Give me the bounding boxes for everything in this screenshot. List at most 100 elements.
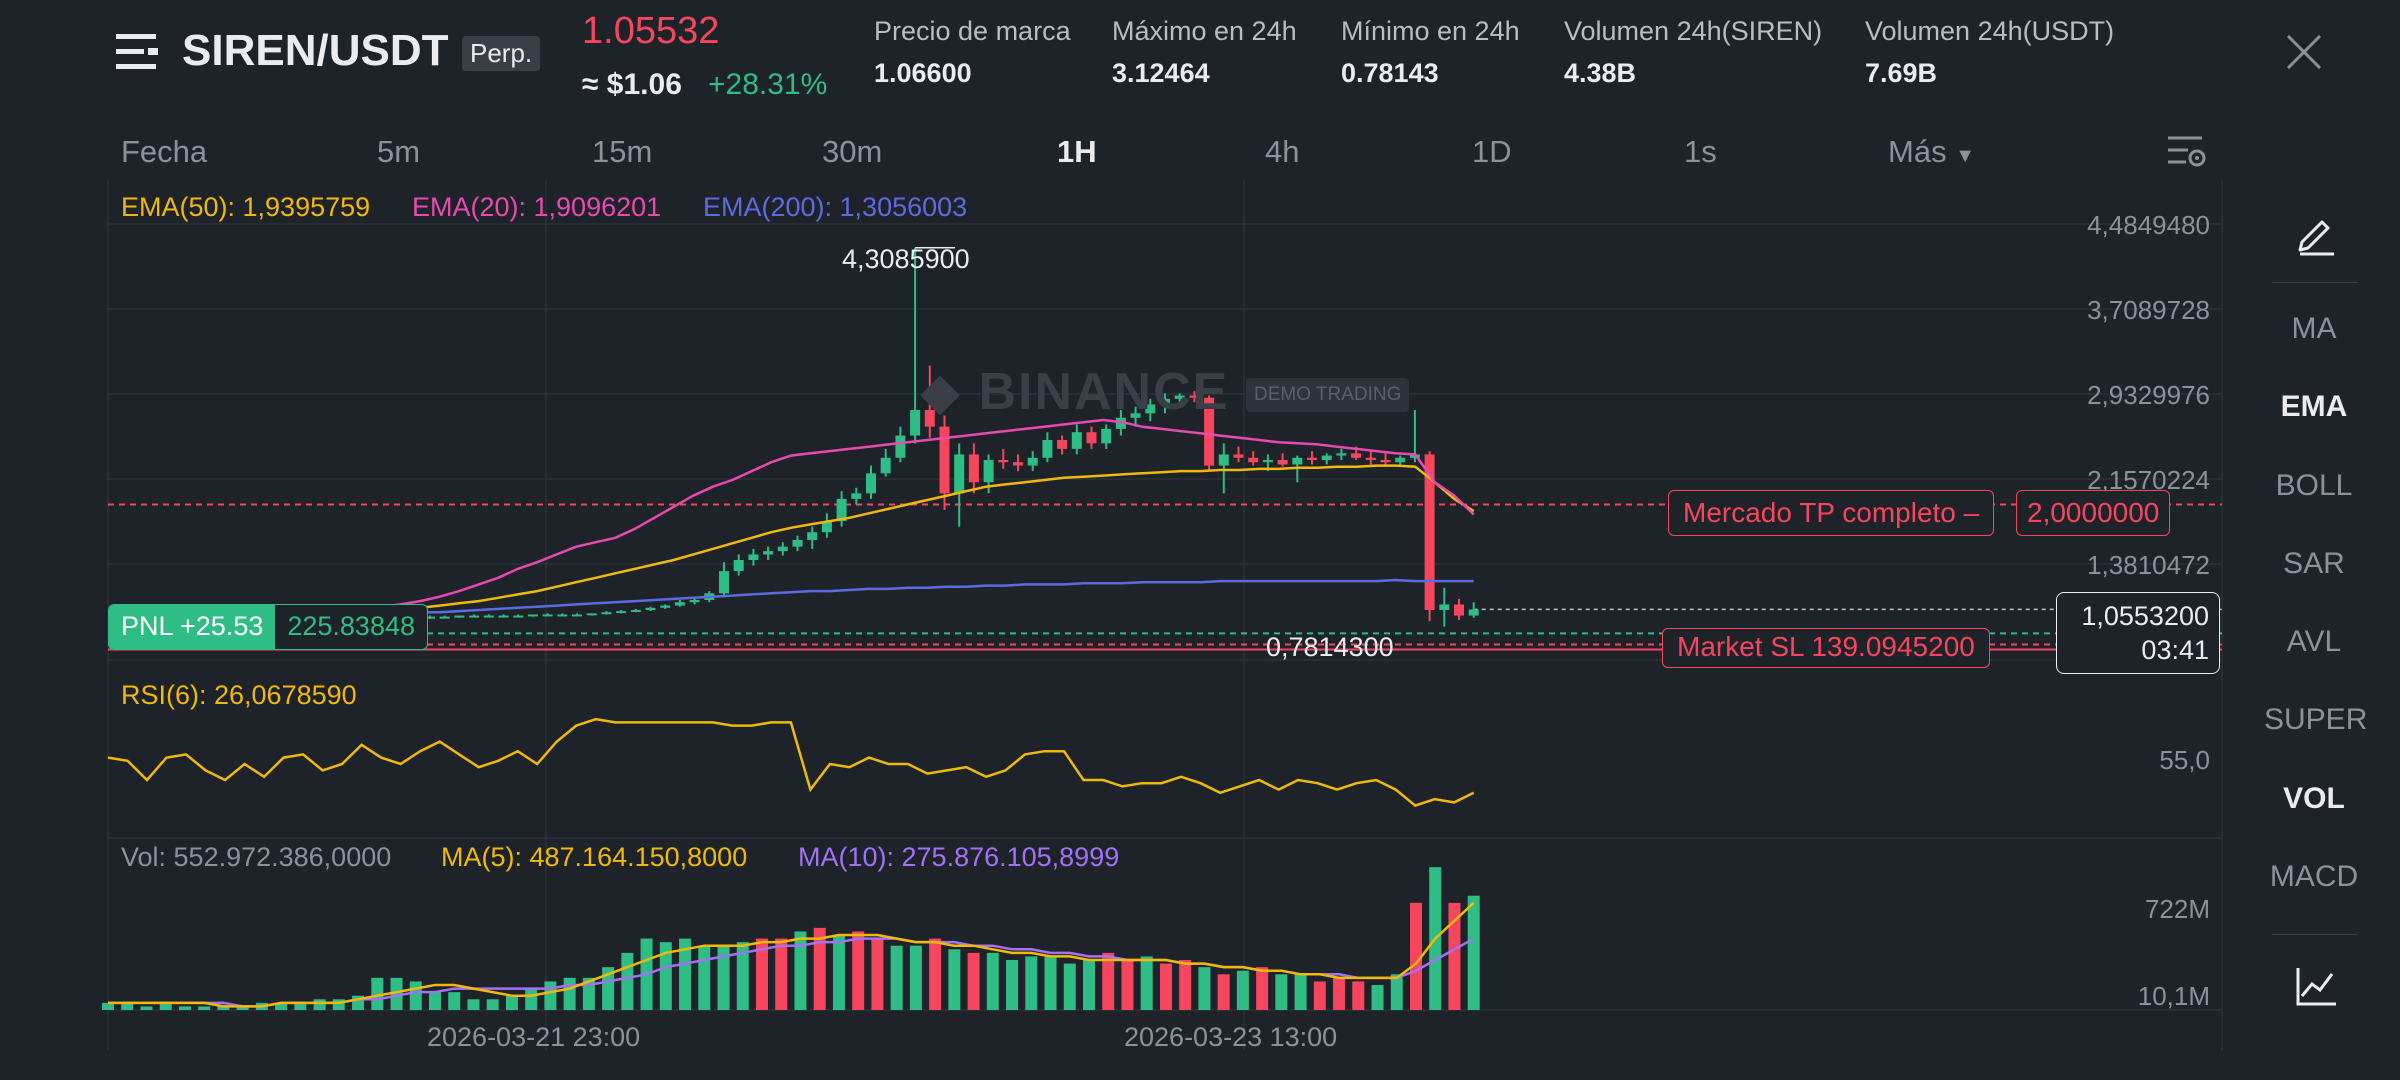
- candle: [821, 521, 832, 533]
- ema20-legend: EMA(20): 1,9096201: [412, 192, 662, 222]
- candle: [1380, 460, 1391, 463]
- candle: [895, 435, 906, 458]
- tab-4h[interactable]: 4h: [1265, 134, 1300, 169]
- tab-more[interactable]: Más ▼: [1888, 134, 1975, 170]
- candle: [748, 554, 759, 560]
- volume-bar: [1082, 960, 1095, 1010]
- tab-30m[interactable]: 30m: [822, 134, 883, 169]
- volume-bar: [717, 945, 730, 1010]
- demo-trading-badge: DEMO TRADING: [1246, 378, 1410, 412]
- volume-bar: [1217, 974, 1230, 1010]
- volume-bar: [1198, 967, 1211, 1010]
- volume-bar: [505, 995, 518, 1010]
- candle: [1439, 604, 1450, 610]
- candle: [439, 616, 450, 619]
- candle: [572, 614, 582, 617]
- volume-bar: [102, 1002, 114, 1010]
- volume-bar: [525, 988, 538, 1010]
- draw-pencil-icon[interactable]: [2294, 212, 2338, 256]
- position-pnl-tag[interactable]: PNL +25.53 225.83848: [108, 604, 428, 650]
- volume-base-value: 4.38B: [1564, 58, 1637, 88]
- volume-bar: [794, 931, 807, 1010]
- volume-bar: [217, 1006, 230, 1010]
- candle: [660, 605, 671, 608]
- candle: [1115, 417, 1126, 429]
- volume-bar: [775, 938, 788, 1010]
- high-24h-label: Máximo en 24h: [1112, 16, 1297, 46]
- volume-bar: [448, 992, 461, 1010]
- volume-bar: [390, 977, 403, 1010]
- tab-1h[interactable]: 1H: [1057, 134, 1097, 169]
- candle: [998, 460, 1009, 463]
- volume-bar: [140, 1006, 153, 1010]
- candle: [1365, 457, 1376, 460]
- volume-bar: [832, 935, 845, 1010]
- volume-bar: [1159, 963, 1172, 1010]
- volume-bar: [467, 999, 480, 1010]
- candle: [483, 615, 494, 618]
- volume-bar: [871, 938, 884, 1010]
- indicator-avl[interactable]: AVL: [2286, 625, 2342, 658]
- volume-bar: [1294, 974, 1307, 1010]
- volume-bar: [1006, 960, 1019, 1010]
- volume-bar: [1236, 970, 1249, 1010]
- take-profit-price-tag[interactable]: 2,0000000: [2016, 490, 2171, 536]
- pair-title[interactable]: SIREN/USDT: [182, 26, 449, 75]
- tab-15m[interactable]: 15m: [592, 134, 653, 169]
- price-axis-label: 2,9329976: [2087, 380, 2210, 410]
- volume-bar: [909, 945, 922, 1010]
- ema20-line: [108, 418, 1475, 617]
- indicator-ma[interactable]: MA: [2291, 312, 2337, 345]
- tab-1s[interactable]: 1s: [1684, 134, 1717, 169]
- volume-bar: [679, 938, 692, 1010]
- sidebar-divider: [2272, 282, 2358, 283]
- candle: [880, 457, 891, 474]
- menu-icon[interactable]: [116, 32, 162, 72]
- volume-bar: [486, 999, 499, 1010]
- candle: [557, 614, 568, 617]
- price-axis-label: 3,7089728: [2087, 295, 2210, 325]
- indicator-ema[interactable]: EMA: [2280, 390, 2348, 423]
- low-24h-value: 0.78143: [1341, 58, 1439, 88]
- indicator-super[interactable]: SUPER: [2264, 703, 2368, 736]
- volume-bar: [1390, 974, 1403, 1010]
- candle: [674, 602, 685, 606]
- rsi-line: [107, 717, 1475, 808]
- volume-bar: [544, 981, 557, 1010]
- volume-bar: [602, 967, 615, 1010]
- tab-fecha[interactable]: Fecha: [121, 134, 208, 169]
- take-profit-tag[interactable]: Mercado TP completo –: [1668, 490, 1995, 536]
- vol-axis-label: 722M: [2144, 894, 2210, 924]
- mark-price-value: 1.06600: [874, 58, 972, 88]
- tab-5m[interactable]: 5m: [377, 134, 421, 169]
- candle: [425, 616, 435, 619]
- candle: [616, 611, 627, 614]
- indicator-boll[interactable]: BOLL: [2275, 469, 2353, 502]
- volume-bar: [659, 942, 672, 1010]
- chart-settings-icon[interactable]: [2166, 134, 2206, 170]
- price-axis-label: 1,3810472: [2087, 550, 2210, 580]
- volume-bar: [890, 945, 903, 1010]
- stop-loss-tag[interactable]: Market SL 139.0945200: [1662, 628, 1990, 668]
- volume-bar: [621, 952, 634, 1010]
- tab-1d[interactable]: 1D: [1472, 134, 1512, 169]
- vol-ma10-legend: MA(10): 275.876.105,8999: [798, 842, 1120, 872]
- candle: [1262, 460, 1273, 463]
- indicator-chart-icon[interactable]: [2294, 966, 2338, 1008]
- volume-bar: [294, 1002, 307, 1010]
- candle: [1160, 398, 1170, 405]
- indicator-macd[interactable]: MACD: [2269, 860, 2359, 893]
- position-entry-price: 225.83848: [287, 611, 415, 641]
- candle: [1321, 455, 1332, 460]
- candle: [968, 454, 979, 483]
- candle: [1233, 454, 1244, 458]
- volume-bar: [159, 1002, 172, 1010]
- candle: [1395, 457, 1406, 463]
- candle: [542, 614, 553, 617]
- indicator-sar[interactable]: SAR: [2283, 547, 2345, 580]
- vol-legend: Vol: 552.972.386,0000: [121, 842, 392, 872]
- close-icon[interactable]: [2286, 34, 2322, 70]
- candle: [1336, 453, 1347, 456]
- caret-down-icon: ▼: [1955, 145, 1975, 167]
- indicator-vol[interactable]: VOL: [2283, 782, 2345, 815]
